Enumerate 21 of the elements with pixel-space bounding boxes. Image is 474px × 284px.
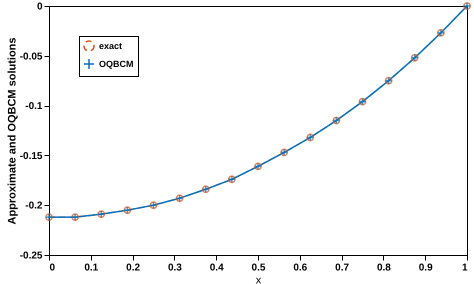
x-tick-label: 0.9 <box>418 262 434 274</box>
x-tick-label: 0.3 <box>168 262 182 274</box>
y-tick-label: 0 <box>36 2 43 12</box>
x-tick-label: 0.1 <box>84 262 99 274</box>
y-tick-label: -0.1 <box>25 101 43 112</box>
y-tick-label: -0.05 <box>20 51 43 62</box>
x-tick-label: 0 <box>50 262 56 274</box>
x-tick-label: 0.4 <box>210 262 224 274</box>
legend-label: exact <box>99 41 122 51</box>
x-tick-label: 0.2 <box>126 262 140 274</box>
x-tick-label: 1 <box>462 262 468 274</box>
y-tick-label: -0.2 <box>25 200 43 212</box>
y-axis-title: Approximate and OQBCM solutions <box>6 37 19 225</box>
x-tick-label: 0.6 <box>293 262 308 274</box>
x-tick-label: 0.8 <box>376 262 392 274</box>
x-tick-label: 0.5 <box>252 262 266 274</box>
y-tick-label: -0.25 <box>20 250 43 262</box>
x-tick-label: 0.7 <box>335 262 350 274</box>
legend-label: OQBCM <box>99 59 134 69</box>
y-tick-label: -0.15 <box>20 150 43 162</box>
x-axis-title: x <box>256 274 262 284</box>
